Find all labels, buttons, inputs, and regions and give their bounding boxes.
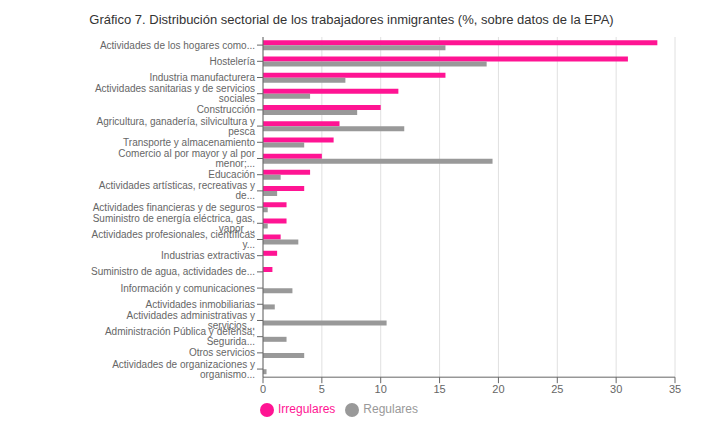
svg-text:35: 35 [669, 383, 681, 395]
svg-text:0: 0 [260, 383, 266, 395]
svg-text:Información y comunicaciones: Información y comunicaciones [120, 283, 255, 294]
svg-text:Actividades sanitarias y de se: Actividades sanitarias y de serviciossoc… [95, 83, 255, 104]
svg-text:10: 10 [375, 383, 387, 395]
svg-text:Transporte y almacenamiento: Transporte y almacenamiento [123, 137, 255, 148]
svg-text:Industria manufacturera: Industria manufacturera [149, 72, 255, 83]
svg-text:Administración Pública y defen: Administración Pública y defensa;Segurid… [105, 326, 255, 347]
svg-text:15: 15 [433, 383, 445, 395]
svg-text:30: 30 [610, 383, 622, 395]
svg-text:Industrias extractivas: Industrias extractivas [161, 250, 255, 261]
svg-text:Educación: Educación [208, 169, 255, 180]
svg-text:5: 5 [319, 383, 325, 395]
svg-text:Actividades inmobiliarias: Actividades inmobiliarias [146, 299, 256, 310]
svg-text:Actividades financieras y de s: Actividades financieras y de seguros [93, 202, 255, 213]
svg-text:Hostelería: Hostelería [209, 56, 255, 67]
svg-text:Actividades profesionales, cie: Actividades profesionales, científicasy.… [92, 229, 255, 250]
svg-text:Construcción: Construcción [197, 104, 255, 115]
svg-text:25: 25 [551, 383, 563, 395]
svg-text:Comercio al por mayor y al por: Comercio al por mayor y al pormenor;... [118, 148, 255, 169]
svg-text:Actividades de los hogares com: Actividades de los hogares como... [100, 40, 255, 51]
svg-text:Agricultura, ganadería, silvic: Agricultura, ganadería, silvicultura ype… [97, 116, 256, 137]
svg-text:Actividades artísticas, recrea: Actividades artísticas, recreativas yde.… [99, 180, 255, 201]
svg-text:Otros servicios: Otros servicios [189, 347, 255, 358]
svg-text:20: 20 [492, 383, 504, 395]
svg-text:Suministro de agua, actividade: Suministro de agua, actividades de... [91, 266, 255, 277]
svg-text:Actividades de organizaciones: Actividades de organizaciones yorganismo… [112, 359, 255, 380]
